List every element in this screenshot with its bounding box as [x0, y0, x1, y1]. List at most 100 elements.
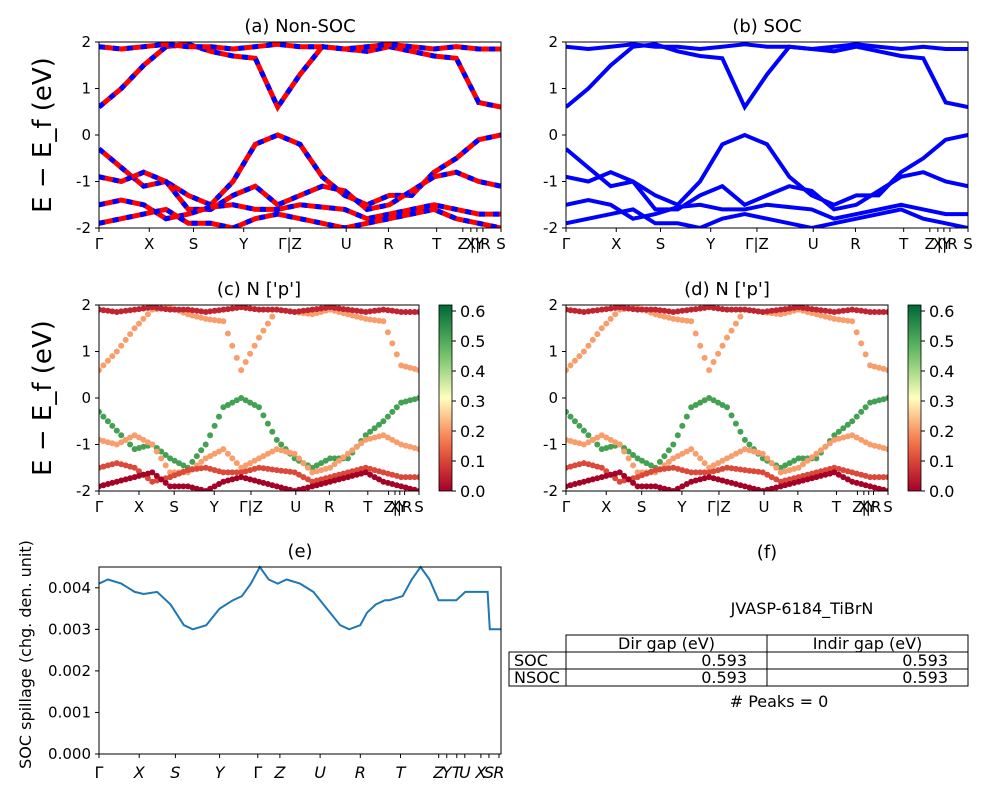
band-point [264, 420, 271, 427]
band-point [233, 397, 240, 404]
band-point [625, 476, 632, 483]
band-point [193, 307, 200, 314]
band-point [674, 465, 681, 472]
x-tick-label: Y [442, 763, 453, 782]
band-point [296, 486, 302, 491]
band-point [741, 446, 748, 453]
band-point [264, 306, 271, 313]
band-point [607, 443, 614, 450]
band-point [835, 316, 842, 323]
band-point [251, 306, 258, 313]
band-point [697, 305, 704, 312]
band-point [853, 413, 860, 420]
band-point [238, 474, 245, 481]
band-point [598, 464, 605, 471]
band-point [220, 404, 227, 411]
band-point [291, 450, 298, 457]
band-point [665, 486, 672, 491]
band-point [149, 469, 156, 476]
band-point [380, 478, 387, 485]
band-point [104, 357, 111, 364]
band-point [136, 468, 142, 475]
band-point [229, 305, 236, 312]
band-point [371, 317, 378, 324]
band-point [688, 306, 695, 313]
band-point [710, 468, 717, 475]
band-point [755, 449, 762, 456]
band-point [737, 448, 744, 455]
band-point [122, 336, 129, 343]
colorbar-tick-label: 0.4 [929, 362, 954, 381]
band-point [791, 479, 798, 486]
band-point [876, 474, 883, 481]
band-point [692, 469, 699, 476]
band-point [296, 455, 302, 462]
band-point [416, 309, 419, 315]
band-point [719, 465, 726, 472]
band-point [224, 306, 231, 313]
band-point [656, 466, 663, 473]
band-point [407, 474, 414, 481]
x-tick-label: |R [475, 235, 490, 253]
band-point [768, 460, 775, 467]
band-point [674, 453, 681, 460]
band-point [683, 448, 690, 455]
band-point [804, 457, 811, 464]
band-point [840, 317, 847, 324]
band-point [589, 307, 596, 314]
band-point [162, 462, 169, 469]
band-point [167, 469, 174, 476]
band-point [732, 450, 739, 457]
y-tick-label: 1 [548, 80, 558, 98]
band-point [648, 483, 654, 490]
band-point [109, 440, 116, 447]
band-point [858, 436, 865, 443]
y-tick-label: 0.001 [48, 703, 91, 721]
band-point [710, 397, 717, 404]
band-point [639, 483, 645, 490]
x-tick-label: S [883, 498, 893, 516]
x-tick-label: T [431, 235, 442, 253]
band-point [327, 478, 334, 485]
band-point [109, 479, 116, 486]
band-point [867, 399, 874, 406]
panel-title: (b) SOC [732, 16, 801, 37]
band-point [813, 469, 820, 476]
band-point [701, 469, 708, 476]
band-point [411, 309, 418, 315]
band-point [697, 399, 704, 406]
table-row-label: NSOC [514, 668, 560, 687]
band-point [871, 442, 878, 449]
band-point [585, 342, 592, 349]
band-point [867, 441, 874, 448]
band-point [764, 308, 771, 315]
band-point [242, 462, 249, 469]
band-point [835, 465, 842, 472]
band-point [260, 306, 267, 313]
band-point [362, 432, 369, 439]
panel-f-gap-table: (f) JVASP-6184_TiBrN Dir gap (eV) Indir gap… [508, 542, 969, 711]
band-point [571, 418, 578, 425]
band-point [211, 450, 218, 457]
band-point [353, 307, 360, 314]
band-point [809, 454, 815, 461]
band-point [358, 465, 365, 472]
band-point [612, 470, 619, 477]
spillage-line [98, 565, 501, 631]
band-point [171, 306, 178, 313]
band-point [260, 465, 267, 472]
band-point [211, 307, 218, 314]
band-point [594, 475, 601, 482]
band-point [701, 354, 708, 361]
band-point [278, 447, 285, 454]
band-point [407, 485, 414, 491]
x-tick-label: X [133, 763, 146, 782]
band-point [304, 464, 311, 471]
band-point [393, 404, 400, 411]
band-point [309, 469, 316, 476]
y-tick-label: 1 [81, 343, 91, 361]
band-point [862, 351, 869, 358]
band-point [862, 404, 869, 411]
band-point [880, 396, 887, 403]
